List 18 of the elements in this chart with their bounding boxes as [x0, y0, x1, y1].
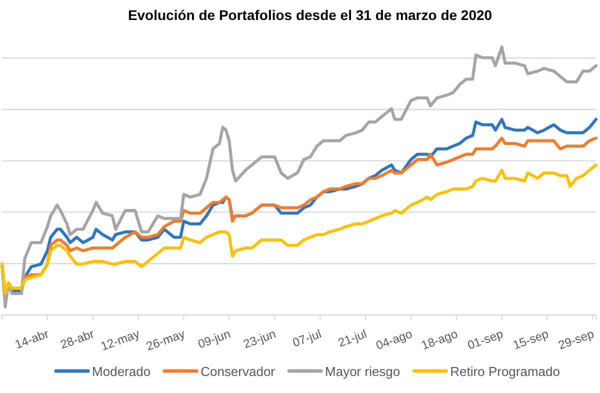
- x-tick-label: 09-jun: [196, 326, 232, 352]
- chart-title: Evolución de Portafolios desde el 31 de marzo de 2020: [128, 7, 492, 23]
- x-tick-label: 14-abr: [13, 326, 50, 352]
- legend-label: Retiro Programado: [450, 364, 560, 379]
- legend-label: Moderado: [92, 364, 151, 379]
- x-tick-label: 01-sep: [466, 326, 506, 352]
- legend-label: Conservador: [200, 364, 276, 379]
- x-tick-label: 23-jun: [242, 326, 278, 352]
- x-tick-label: 04-ago: [374, 326, 414, 353]
- x-tick-label: 28-abr: [58, 326, 96, 352]
- x-tick-label: 12-may: [98, 326, 142, 354]
- legend-label: Mayor riesgo: [325, 364, 400, 379]
- x-tick-label: 26-may: [144, 326, 187, 354]
- x-tick-label: 15-sep: [511, 326, 551, 352]
- x-tick-label: 07-jul: [290, 326, 324, 350]
- x-tick-label: 29-sep: [556, 326, 596, 352]
- x-tick-label: 18-ago: [420, 326, 460, 353]
- x-tick-label: 21-jul: [336, 326, 369, 350]
